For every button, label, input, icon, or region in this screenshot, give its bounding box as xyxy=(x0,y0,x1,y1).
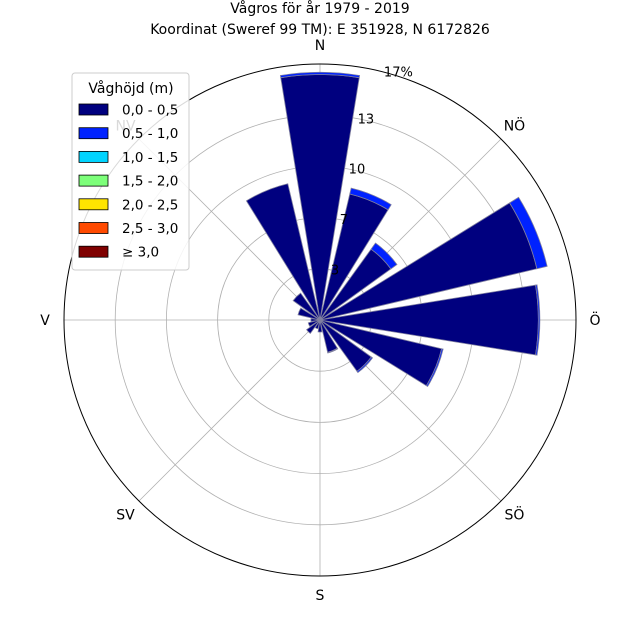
rose-bar-segment xyxy=(349,187,392,211)
rose-bar-segment xyxy=(307,319,321,327)
legend-swatch xyxy=(78,174,109,187)
rose-bar-segment xyxy=(310,318,321,322)
legend-swatch xyxy=(78,150,109,163)
rose-bar-segment xyxy=(297,307,321,321)
direction-label: N xyxy=(315,38,325,54)
rose-bar-segment xyxy=(356,356,374,374)
radial-tick-label: 13 xyxy=(358,112,375,127)
legend-items: 0,0 - 0,5 0,5 - 1,0 1,0 - 1,5 1,5 - 2,0 2,0 … xyxy=(78,103,178,261)
legend-frame xyxy=(71,72,190,271)
legend-label: ≥ 3,0 xyxy=(122,245,159,261)
radial-tick-labels: 3 7 10 13 17% xyxy=(331,66,413,279)
chart-title: Vågros för år 1979 - 2019 xyxy=(230,0,409,17)
radial-tick-label: 7 xyxy=(340,213,348,228)
legend-label: 2,0 - 2,5 xyxy=(122,197,178,213)
legend-swatch xyxy=(78,127,109,140)
legend-label: 0,0 - 0,5 xyxy=(122,103,178,119)
legend-swatch xyxy=(78,245,109,258)
rose-bar-segment xyxy=(370,242,398,270)
radial-tick-label: 17% xyxy=(384,66,413,81)
direction-label: SÖ xyxy=(505,505,525,523)
legend-swatch xyxy=(78,222,109,234)
chart-subtitle: Koordinat (Sweref 99 TM): E 351928, N 61… xyxy=(150,22,490,38)
rose-bar-segment xyxy=(306,319,321,334)
legend-label: 1,5 - 2,0 xyxy=(122,174,178,190)
direction-label: Ö xyxy=(589,311,600,329)
rose-bar-segment xyxy=(292,292,321,321)
legend-label: 2,5 - 3,0 xyxy=(122,221,178,237)
direction-label: S xyxy=(316,588,325,604)
rose-bar-segment xyxy=(245,183,321,321)
direction-label: V xyxy=(40,313,50,329)
direction-label: SV xyxy=(116,507,135,523)
polar-outer-ring xyxy=(63,63,577,577)
rose-bar-segment xyxy=(535,284,541,356)
rose-bars xyxy=(245,71,548,388)
legend-label: 0,5 - 1,0 xyxy=(122,126,178,142)
rose-bar-segment xyxy=(509,196,548,270)
legend-swatch xyxy=(78,103,109,116)
legend: Våghöjd (m) 0,0 - 0,5 0,5 - 1,0 1,0 - 1,5 1… xyxy=(71,72,190,271)
grid-spoke xyxy=(138,319,321,502)
radial-tick-label: 10 xyxy=(349,163,366,178)
rose-bar-segment xyxy=(279,71,361,79)
rose-bar-segment xyxy=(425,348,444,388)
rose-bar-segment xyxy=(327,347,339,354)
radial-tick-label: 3 xyxy=(331,264,339,279)
legend-swatch xyxy=(78,198,109,211)
legend-label: 1,0 - 1,5 xyxy=(122,150,178,166)
legend-title: Våghöjd (m) xyxy=(88,80,173,97)
direction-label: NÖ xyxy=(504,117,526,135)
rose-bar-segment xyxy=(317,319,323,333)
